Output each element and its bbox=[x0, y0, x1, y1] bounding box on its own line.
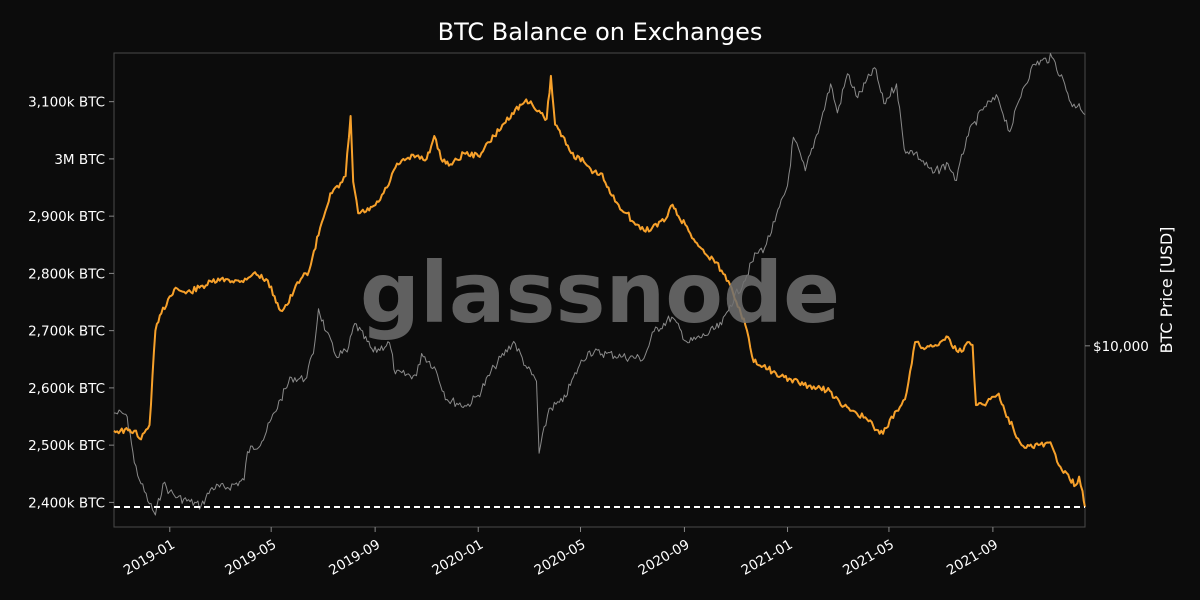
x-tick-label: 2019-09 bbox=[326, 537, 383, 579]
x-tick-label: 2019-05 bbox=[222, 537, 279, 579]
right-axis-label: BTC Price [USD] bbox=[1157, 227, 1176, 354]
left-tick-label: 2,800k BTC bbox=[28, 266, 105, 282]
left-tick-label: 2,500k BTC bbox=[28, 438, 105, 454]
x-tick-label: 2019-01 bbox=[121, 537, 178, 579]
left-tick-label: 2,600k BTC bbox=[28, 381, 105, 397]
left-tick-label: 2,700k BTC bbox=[28, 324, 105, 340]
x-tick-label: 2020-01 bbox=[429, 537, 486, 579]
chart-title: BTC Balance on Exchanges bbox=[438, 18, 763, 46]
left-tick-label: 3M BTC bbox=[54, 152, 105, 168]
right-tick-label: $10,000 bbox=[1093, 339, 1149, 355]
x-tick-label: 2021-01 bbox=[739, 537, 796, 579]
plot-frame bbox=[113, 52, 1086, 528]
left-tick-label: 2,400k BTC bbox=[28, 495, 105, 511]
x-tick-label: 2021-05 bbox=[840, 537, 897, 579]
watermark-text: glassnode bbox=[360, 244, 840, 342]
x-tick-label: 2021-09 bbox=[944, 537, 1001, 579]
x-tick-label: 2020-09 bbox=[636, 537, 693, 579]
left-tick-label: 2,900k BTC bbox=[28, 209, 105, 225]
x-tick-label: 2020-05 bbox=[532, 537, 589, 579]
left-tick-label: 3,100k BTC bbox=[28, 95, 105, 111]
btc-price-line bbox=[113, 53, 1086, 516]
exchange-balance-line bbox=[113, 74, 1086, 508]
